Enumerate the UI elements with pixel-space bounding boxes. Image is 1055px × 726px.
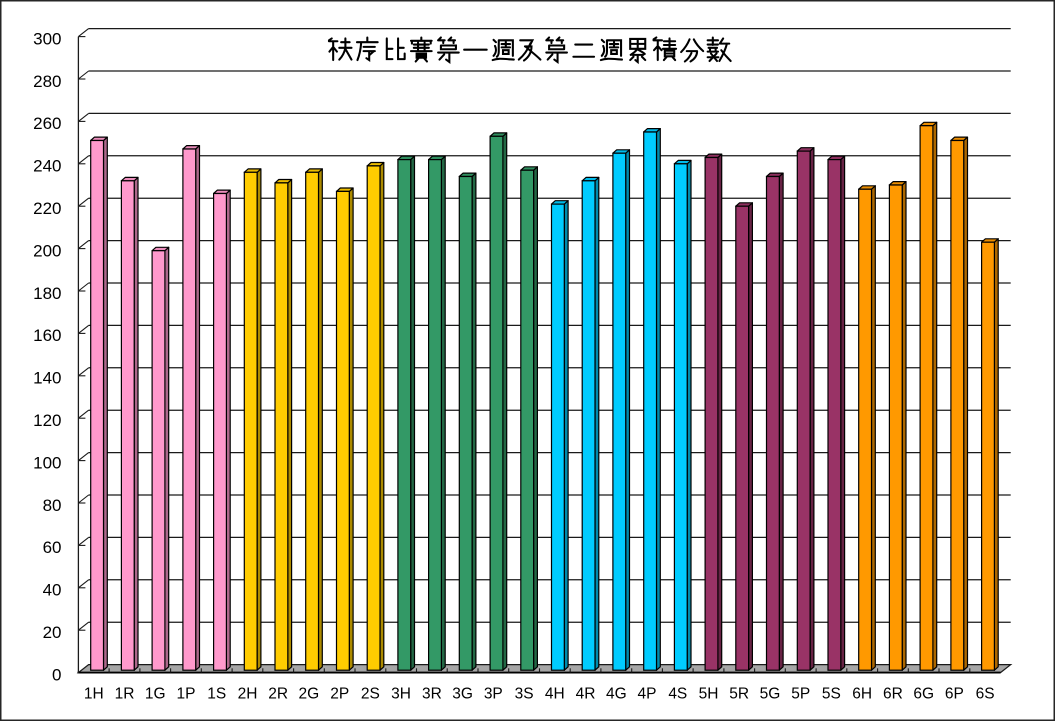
svg-text:120: 120	[33, 411, 61, 430]
svg-text:3G: 3G	[452, 685, 473, 702]
svg-text:6S: 6S	[976, 685, 995, 702]
svg-text:160: 160	[33, 326, 61, 345]
svg-text:40: 40	[43, 581, 62, 600]
svg-text:2P: 2P	[330, 685, 349, 702]
svg-text:5G: 5G	[760, 685, 781, 702]
svg-text:80: 80	[43, 496, 62, 515]
svg-text:5H: 5H	[699, 685, 719, 702]
svg-text:140: 140	[33, 369, 61, 388]
svg-text:2S: 2S	[361, 685, 380, 702]
svg-text:100: 100	[33, 453, 61, 472]
svg-text:3S: 3S	[515, 685, 534, 702]
svg-text:1P: 1P	[177, 685, 196, 702]
svg-text:2G: 2G	[299, 685, 320, 702]
svg-text:5R: 5R	[729, 685, 749, 702]
svg-text:1H: 1H	[84, 685, 104, 702]
svg-text:4S: 4S	[668, 685, 687, 702]
svg-text:6R: 6R	[883, 685, 903, 702]
svg-text:3H: 3H	[391, 685, 411, 702]
svg-text:5S: 5S	[822, 685, 841, 702]
svg-text:6H: 6H	[852, 685, 872, 702]
svg-text:6P: 6P	[945, 685, 964, 702]
svg-text:4H: 4H	[545, 685, 565, 702]
svg-text:4G: 4G	[606, 685, 627, 702]
svg-text:0: 0	[52, 665, 61, 684]
svg-text:5P: 5P	[791, 685, 810, 702]
svg-text:300: 300	[33, 29, 61, 48]
svg-text:280: 280	[33, 72, 61, 91]
svg-text:2H: 2H	[238, 685, 258, 702]
svg-text:6G: 6G	[913, 685, 934, 702]
svg-text:2R: 2R	[268, 685, 288, 702]
svg-text:200: 200	[33, 241, 61, 260]
svg-text:220: 220	[33, 199, 61, 218]
svg-text:3P: 3P	[484, 685, 503, 702]
svg-text:4P: 4P	[638, 685, 657, 702]
svg-text:260: 260	[33, 114, 61, 133]
svg-text:180: 180	[33, 284, 61, 303]
svg-text:1R: 1R	[115, 685, 135, 702]
svg-text:20: 20	[43, 623, 62, 642]
svg-text:60: 60	[43, 538, 62, 557]
svg-text:3R: 3R	[422, 685, 442, 702]
svg-text:4R: 4R	[576, 685, 596, 702]
svg-text:1G: 1G	[145, 685, 166, 702]
svg-text:1S: 1S	[207, 685, 226, 702]
svg-text:240: 240	[33, 157, 61, 176]
